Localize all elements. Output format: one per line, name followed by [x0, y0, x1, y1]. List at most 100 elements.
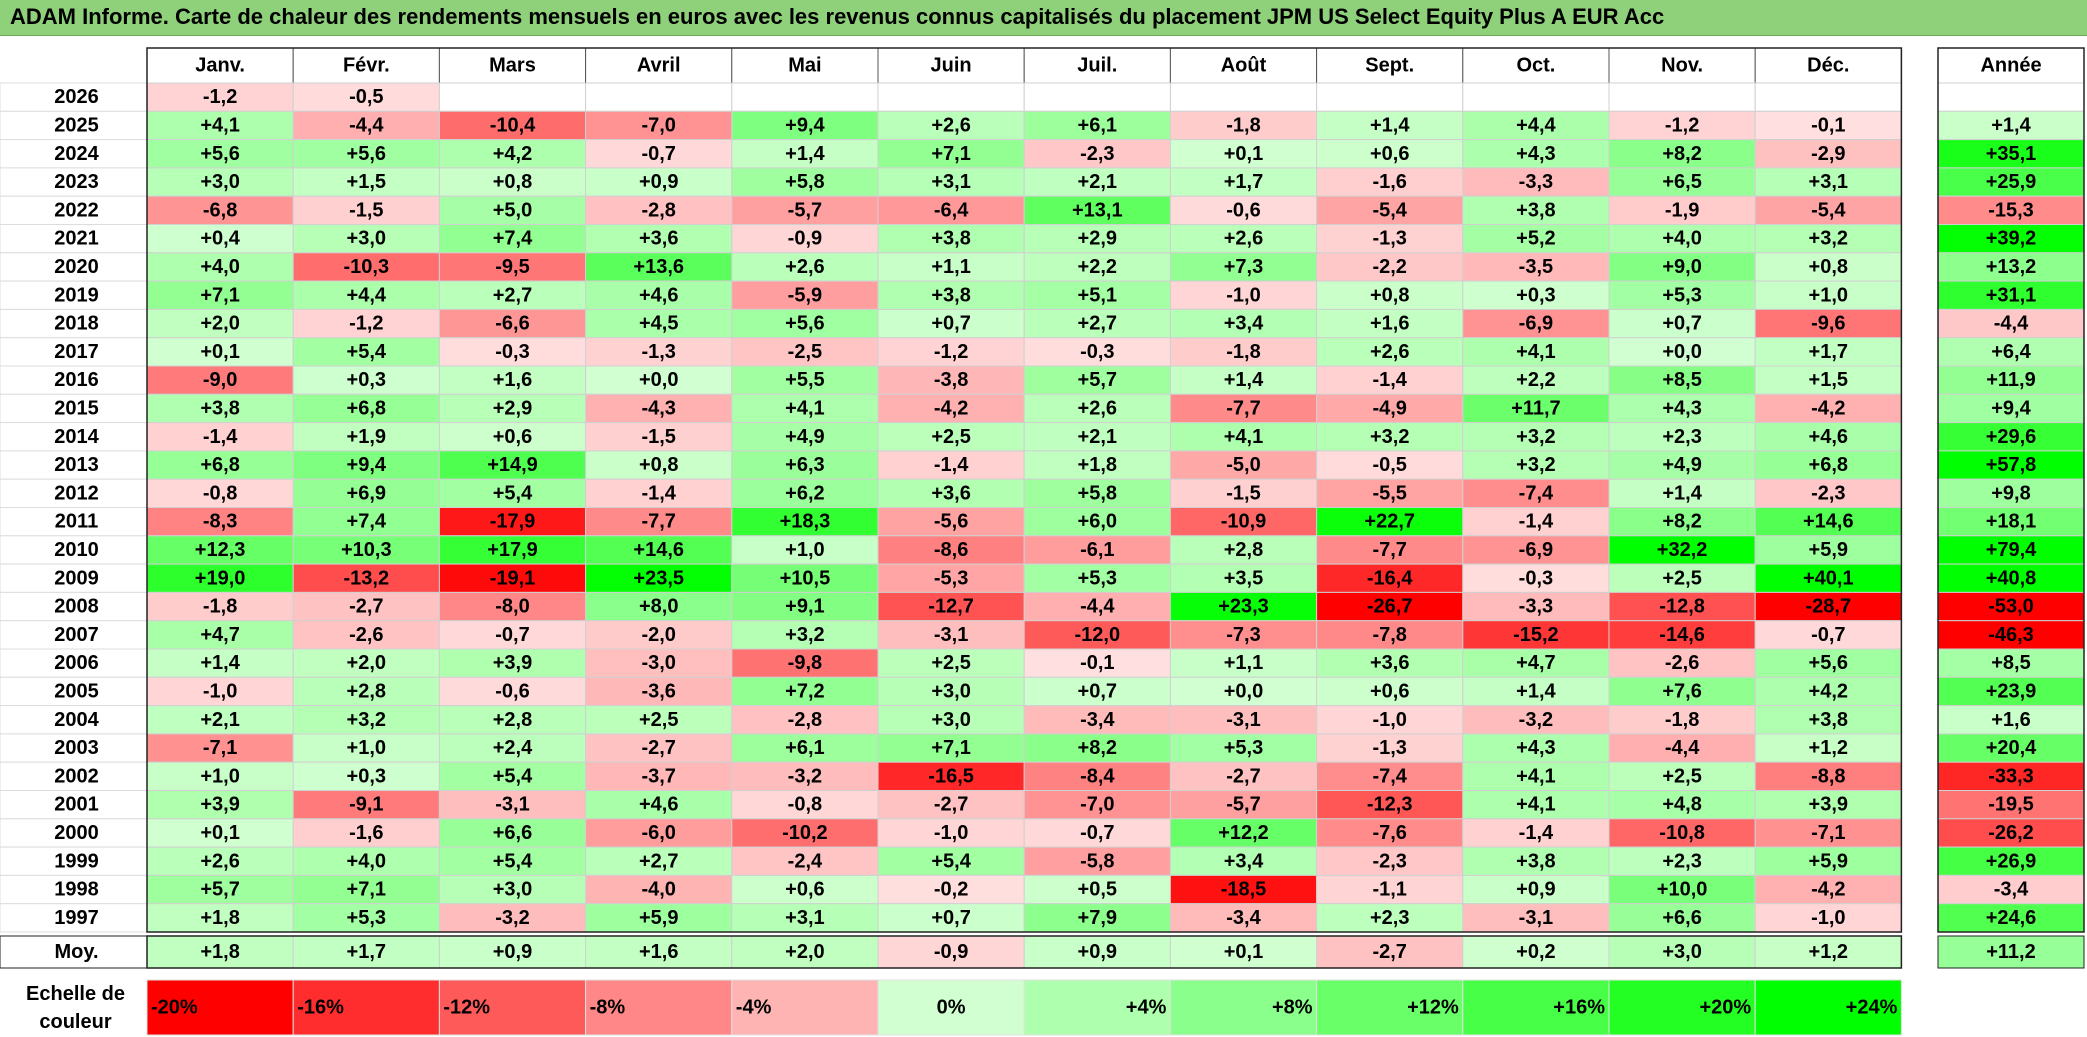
month-header-label: Mai	[788, 55, 821, 77]
heatmap-cell-value: +0,3	[347, 369, 386, 391]
annual-cell	[1937, 846, 2085, 876]
heatmap-cell	[1023, 478, 1171, 509]
heatmap-cell-value: +6,1	[1078, 114, 1117, 136]
title-bar: ADAM Informe. Carte de chaleur des rende…	[0, 0, 2087, 36]
heatmap-cell-value: -1,4	[641, 482, 676, 504]
heatmap-cell	[146, 818, 294, 848]
heatmap-cell-value: -0,3	[495, 341, 529, 363]
heatmap-cell-value: +2,5	[931, 652, 970, 674]
monthly-grid-border	[146, 47, 1903, 933]
heatmap-cell	[438, 337, 587, 367]
heatmap-cell-value: +5,7	[1078, 369, 1117, 391]
heatmap-cell-value: -1,9	[1665, 199, 1699, 221]
heatmap-cell-value: +2,8	[1224, 539, 1263, 561]
annual-cell-value: +39,2	[1986, 228, 2037, 250]
heatmap-cell-value: +0,7	[1662, 313, 1701, 335]
heatmap-cell-value: +2,2	[1078, 256, 1117, 278]
scale-swatch-label: 0%	[937, 997, 966, 1019]
heatmap-cell	[1608, 252, 1756, 282]
heatmap-cell-value: +5,6	[347, 143, 386, 165]
heatmap-cell	[438, 563, 587, 593]
average-label: Moy.	[54, 941, 98, 963]
heatmap-cell-value: +4,1	[785, 397, 824, 419]
scale-swatch-label: -8%	[590, 997, 626, 1019]
heatmap-cell-value: -12,7	[928, 596, 974, 618]
year-label: 2017	[54, 341, 99, 363]
heatmap-cell-value: +3,8	[1516, 850, 1555, 872]
heatmap-cell	[1608, 818, 1756, 848]
heatmap-cell	[1462, 507, 1610, 537]
heatmap-cell-value: +5,4	[347, 341, 387, 363]
heatmap-cell	[438, 818, 587, 848]
heatmap-cell	[1023, 846, 1171, 876]
heatmap-cell	[292, 591, 440, 622]
heatmap-cell-value: +0,6	[1370, 143, 1409, 165]
heatmap-cell-value: +32,2	[1657, 539, 1708, 561]
heatmap-cell	[1169, 308, 1318, 339]
heatmap-cell-value: +3,8	[931, 228, 970, 250]
heatmap-cell	[731, 705, 879, 735]
scale-label-line2: couleur	[39, 1011, 111, 1033]
year-label: 2007	[54, 624, 99, 646]
heatmap-cell	[1023, 761, 1171, 792]
heatmap-cell	[146, 393, 294, 424]
heatmap-cell-value: +2,1	[1078, 426, 1117, 448]
average-cell-value: +0,2	[1516, 941, 1555, 963]
annual-cell	[1937, 365, 2085, 395]
heatmap-cell	[877, 280, 1025, 310]
heatmap-cell-value: -4,9	[1372, 397, 1406, 419]
heatmap-cell	[292, 252, 440, 282]
heatmap-cell	[1023, 620, 1171, 650]
heatmap-cell-value: +0,3	[347, 765, 386, 787]
heatmap-cell-value: +0,0	[1224, 680, 1263, 702]
heatmap-cell-value: +5,3	[347, 907, 386, 929]
heatmap-cell-value: -5,8	[1080, 850, 1114, 872]
heatmap-cell-value: +6,0	[1078, 511, 1117, 533]
heatmap-cell-value: +2,3	[1662, 850, 1701, 872]
heatmap-cell-value: +2,1	[1078, 171, 1117, 193]
annual-cell-value: +1,4	[1991, 114, 2031, 136]
heatmap-cell	[1023, 790, 1171, 820]
heatmap-cell-value: +7,1	[931, 737, 970, 759]
heatmap-cell-value: -8,6	[934, 539, 968, 561]
heatmap-cell-value: -0,8	[788, 794, 822, 816]
heatmap-cell	[1316, 422, 1464, 452]
heatmap-cell	[877, 874, 1025, 905]
heatmap-cell-value: -0,7	[1811, 624, 1845, 646]
heatmap-cell-value: +3,2	[785, 624, 824, 646]
heatmap-cell-value: +0,1	[1224, 143, 1263, 165]
heatmap-cell-value: -0,6	[495, 680, 529, 702]
heatmap-cell-value: -4,3	[641, 397, 675, 419]
heatmap-cell-value: +3,6	[931, 482, 970, 504]
heatmap-cell-value: +1,0	[200, 765, 239, 787]
heatmap-cell	[438, 535, 587, 565]
heatmap-cell-value: +40,1	[1803, 567, 1854, 589]
heatmap-cell	[146, 139, 294, 169]
heatmap-cell	[585, 676, 733, 707]
heatmap-cell-value: +4,0	[1662, 228, 1701, 250]
heatmap-cell-value: -3,5	[1519, 256, 1553, 278]
heatmap-cell-value: +4,8	[1662, 794, 1701, 816]
year-cell	[0, 874, 148, 905]
heatmap-cell	[1608, 648, 1756, 678]
heatmap-cell-value: -7,7	[1372, 539, 1406, 561]
scale-swatch-label: +12%	[1407, 997, 1459, 1019]
heatmap-cell-value: -10,9	[1221, 511, 1267, 533]
heatmap-cell-value: +4,4	[1516, 114, 1556, 136]
heatmap-cell-value: -16,5	[928, 765, 974, 787]
heatmap-cell-value: -7,8	[1372, 624, 1406, 646]
annual-cell-value: +18,1	[1986, 511, 2037, 533]
heatmap-cell-value: +18,3	[780, 511, 831, 533]
heatmap-cell-value: +2,7	[639, 850, 678, 872]
heatmap-cell-value: +2,7	[493, 284, 532, 306]
heatmap-cell	[1169, 535, 1318, 565]
heatmap-cell-value: +2,2	[1516, 369, 1555, 391]
heatmap-cell-value: +0,9	[1516, 879, 1555, 901]
heatmap-cell	[585, 422, 733, 452]
heatmap-cell-value: -6,6	[495, 313, 529, 335]
heatmap-cell-value: +17,9	[487, 539, 538, 561]
heatmap-cell-value: -1,5	[641, 426, 675, 448]
heatmap-cell	[731, 874, 879, 905]
year-label: 2003	[54, 737, 99, 759]
